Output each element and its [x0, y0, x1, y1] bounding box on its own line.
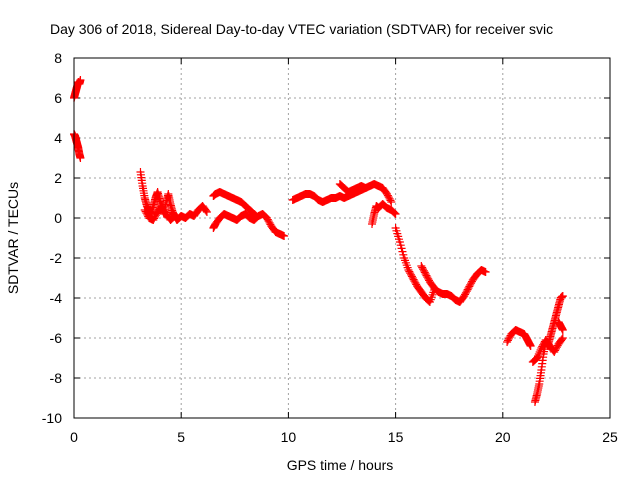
- plot-frame: [73, 57, 611, 419]
- y-tick-label: 8: [54, 50, 62, 66]
- x-tick-label: 20: [495, 429, 511, 445]
- data-point: [202, 208, 211, 216]
- data-point: [481, 268, 490, 276]
- y-tick-label: 4: [54, 130, 62, 146]
- data-point: [558, 334, 567, 342]
- data-point: [390, 209, 399, 218]
- data-point: [535, 348, 544, 356]
- x-tick-label: 0: [70, 429, 78, 445]
- data-points: [70, 76, 567, 406]
- x-tick-label: 25: [602, 429, 618, 445]
- data-point: [76, 154, 85, 162]
- data-point: [361, 184, 370, 192]
- data-point: [557, 335, 566, 344]
- data-point: [536, 346, 545, 354]
- y-axis-label: SDTVAR / TECUs: [5, 182, 21, 294]
- data-point: [558, 292, 567, 300]
- data-point: [533, 354, 542, 362]
- grid: [74, 58, 610, 418]
- data-point: [558, 326, 567, 334]
- y-tick-label: 2: [54, 170, 62, 186]
- chart-title: Day 306 of 2018, Sidereal Day-to-day VTE…: [50, 21, 553, 37]
- axis-ticks: 0 5 10 15 20 25 -10 -8 -6 -4 -2 0 2 4 6 8: [42, 50, 618, 445]
- y-tick-label: 6: [54, 90, 62, 106]
- data-point: [280, 232, 289, 240]
- y-tick-label: -4: [50, 290, 63, 306]
- y-tick-label: -6: [50, 330, 63, 346]
- data-point: [526, 342, 535, 350]
- x-tick-label: 5: [177, 429, 185, 445]
- data-point: [534, 350, 543, 358]
- data-point: [76, 76, 85, 84]
- x-tick-label: 10: [281, 429, 297, 445]
- x-axis-label: GPS time / hours: [287, 457, 394, 473]
- data-point: [202, 206, 211, 215]
- y-tick-label: -10: [42, 410, 62, 426]
- x-tick-label: 15: [388, 429, 404, 445]
- data-point: [170, 212, 179, 220]
- data-point: [169, 213, 178, 222]
- data-point: [533, 352, 542, 360]
- y-tick-label: 0: [54, 210, 62, 226]
- data-point: [386, 196, 395, 205]
- data-point: [387, 198, 396, 206]
- y-tick-label: -2: [50, 250, 63, 266]
- data-point: [169, 212, 178, 221]
- data-point: [391, 210, 400, 218]
- y-tick-label: -8: [50, 370, 63, 386]
- data-point: [389, 208, 398, 217]
